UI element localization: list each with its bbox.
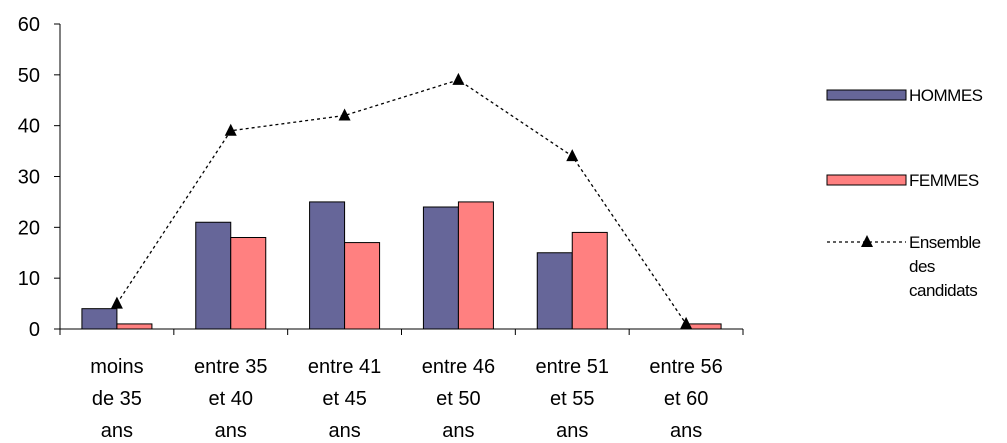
bar-femmes-2	[344, 242, 381, 330]
y-tick-label: 10	[18, 268, 40, 290]
legend-swatch-femmes	[826, 174, 907, 186]
legend: HOMMES FEMMES Ensemble des candidats	[826, 86, 983, 300]
x-tick-label: entre 51	[536, 356, 609, 378]
legend-label-femmes: FEMMES	[909, 171, 979, 190]
x-tick-label: ans	[556, 420, 588, 442]
legend-label-ensemble: Ensemble	[909, 233, 981, 252]
legend-label-ensemble: candidats	[909, 281, 977, 300]
x-tick-label: entre 46	[422, 356, 495, 378]
y-tick-label: 50	[18, 65, 40, 87]
x-tick-label: et 50	[436, 388, 480, 410]
bar-femmes-4	[571, 231, 608, 330]
x-tick-label: entre 41	[308, 356, 381, 378]
line-marker-0	[110, 296, 123, 309]
legend-swatch-hommes	[826, 89, 907, 101]
bar-hommes-3	[422, 206, 459, 330]
bar-hommes-4	[536, 252, 573, 330]
y-tick-label: 0	[29, 319, 40, 341]
y-tick-label: 30	[18, 167, 40, 189]
category-labels: moins de 35 ans entre 35 et 40 ans entre 41 et …	[90, 356, 723, 442]
x-tick-label: et 45	[322, 388, 366, 410]
line-marker-1	[224, 123, 237, 136]
line-series	[110, 72, 693, 329]
line-marker-4	[566, 149, 579, 162]
x-tick-label: et 55	[550, 388, 594, 410]
y-tick-label: 40	[18, 116, 40, 138]
x-tick-label: et 40	[209, 388, 253, 410]
x-tick-label: entre 35	[194, 356, 267, 378]
x-tick-label: de 35	[92, 388, 142, 410]
bar-femmes-3	[457, 201, 494, 330]
line-marker-2	[338, 108, 351, 121]
x-tick-label: ans	[215, 420, 247, 442]
bar-femmes-1	[230, 237, 267, 330]
x-tick-label: ans	[101, 420, 133, 442]
bar-hommes-1	[195, 221, 232, 330]
line-marker-5	[680, 316, 693, 329]
x-tick-label: entre 56	[649, 356, 722, 378]
x-tick-label: moins	[90, 356, 143, 378]
line-marker-3	[452, 72, 465, 85]
x-tick-label: ans	[670, 420, 702, 442]
x-tick-label: ans	[328, 420, 360, 442]
legend-label-hommes: HOMMES	[909, 86, 983, 105]
legend-label-ensemble: des	[909, 257, 935, 276]
legend-marker-ensemble	[861, 235, 873, 247]
bars	[81, 201, 722, 330]
bar-hommes-0	[81, 308, 118, 330]
y-tick-label: 20	[18, 217, 40, 239]
y-tick-label: 60	[18, 14, 40, 36]
axes: 0 10 20 30 40 50 60	[18, 14, 744, 341]
bar-hommes-2	[309, 201, 346, 330]
x-tick-label: et 60	[664, 388, 708, 410]
x-tick-label: ans	[442, 420, 474, 442]
bar-femmes-0	[116, 323, 153, 330]
